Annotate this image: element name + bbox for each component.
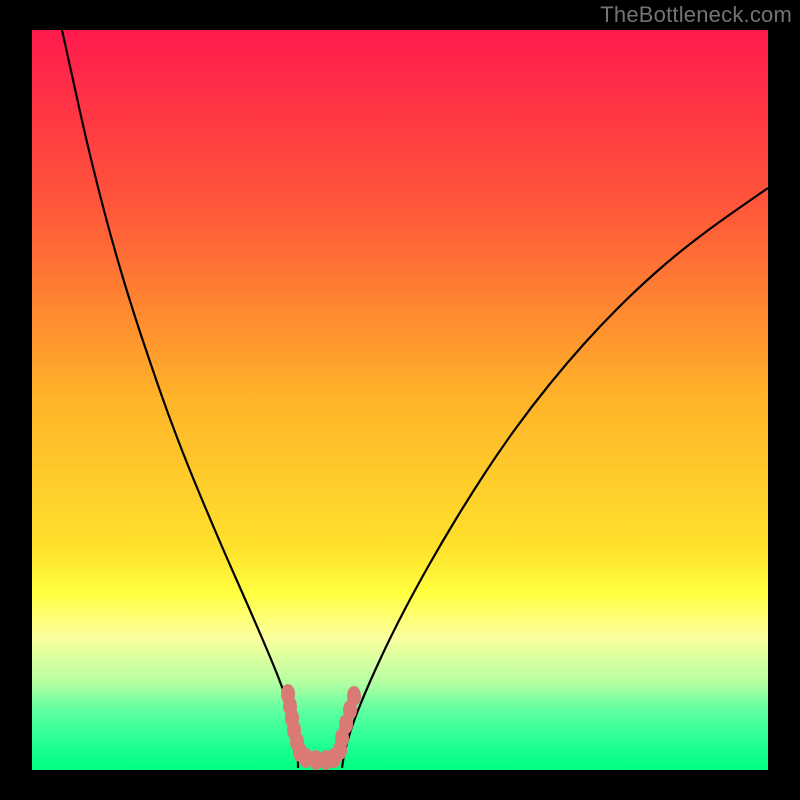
watermark-text: TheBottleneck.com — [600, 2, 792, 28]
chart-plot-area — [32, 30, 768, 770]
right-curve — [342, 188, 768, 768]
left-curve — [62, 30, 298, 768]
chart-svg — [32, 30, 768, 770]
curve-marker — [347, 686, 361, 706]
valley-markers — [281, 684, 361, 770]
